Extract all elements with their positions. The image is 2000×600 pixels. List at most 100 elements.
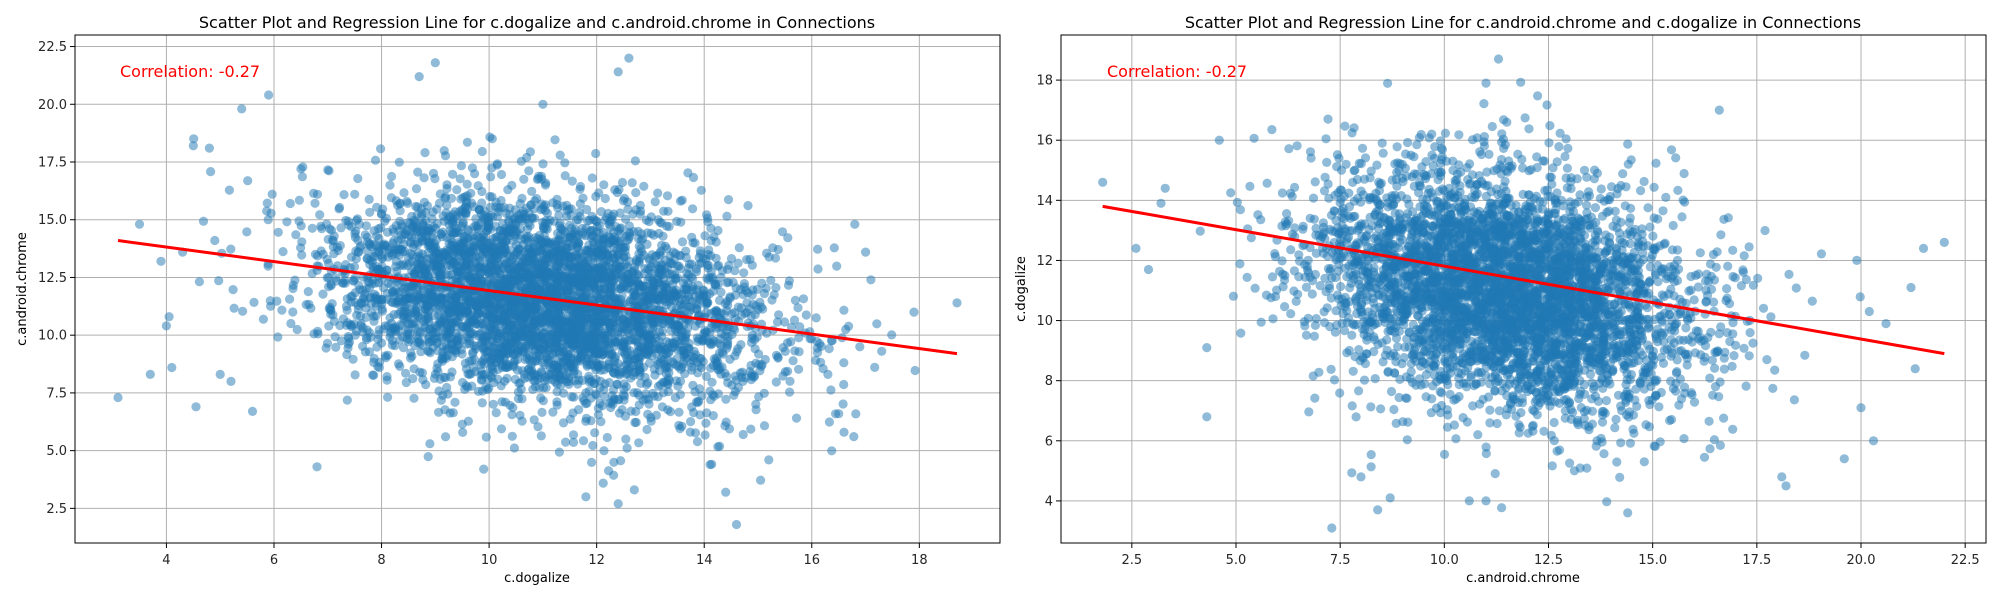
scatter-point xyxy=(264,90,274,100)
scatter-point xyxy=(380,216,390,226)
scatter-point xyxy=(449,227,459,237)
scatter-point xyxy=(480,331,490,341)
scatter-point xyxy=(409,304,419,314)
scatter-point xyxy=(706,363,716,373)
scatter-point xyxy=(294,195,304,205)
scatter-point xyxy=(723,378,733,388)
scatter-point xyxy=(591,191,601,202)
scatter-point xyxy=(454,237,464,247)
scatter-point xyxy=(649,293,659,303)
scatter-point xyxy=(498,226,508,236)
scatter-point xyxy=(473,303,484,313)
scatter-point xyxy=(658,280,669,291)
scatter-point xyxy=(242,227,252,237)
scatter-point xyxy=(496,203,506,213)
scatter-point xyxy=(418,218,428,228)
scatter-point xyxy=(414,336,424,346)
scatter-point xyxy=(413,167,423,177)
scatter-point xyxy=(766,275,776,285)
scatter-point xyxy=(639,181,649,191)
scatter-point xyxy=(273,227,283,237)
scatter-point xyxy=(462,137,472,147)
scatter-point xyxy=(548,407,558,417)
scatter-point xyxy=(747,333,757,343)
scatter-point xyxy=(399,261,409,271)
scatter-point xyxy=(558,418,569,428)
scatter-point xyxy=(601,337,611,347)
scatter-point xyxy=(610,238,620,248)
scatter-point xyxy=(631,367,641,377)
scatter-point xyxy=(448,317,458,327)
scatter-point xyxy=(376,144,386,154)
scatter-point xyxy=(576,316,586,326)
scatter-point xyxy=(527,247,537,257)
scatter-point xyxy=(645,334,655,344)
scatter-point xyxy=(578,256,588,266)
scatter-point xyxy=(490,221,500,231)
scatter-point xyxy=(811,313,821,323)
scatter-point xyxy=(561,314,571,324)
scatter-point xyxy=(423,452,433,462)
scatter-point xyxy=(711,237,721,247)
scatter-point xyxy=(587,457,597,467)
scatter-point xyxy=(414,292,424,302)
scatter-point xyxy=(502,311,512,321)
scatter-point xyxy=(436,395,446,405)
scatter-point xyxy=(134,219,145,229)
scatter-point xyxy=(634,438,644,448)
scatter-point xyxy=(813,244,823,254)
scatter-point xyxy=(350,370,360,380)
scatter-point xyxy=(430,58,440,68)
scatter-point xyxy=(716,341,726,351)
scatter-point xyxy=(592,248,602,258)
scatter-point xyxy=(730,266,740,276)
scatter-point xyxy=(374,224,384,234)
scatter-point xyxy=(226,244,236,254)
scatter-point xyxy=(560,171,570,181)
scatter-point xyxy=(439,146,449,156)
scatter-point xyxy=(229,303,239,313)
scatter-point xyxy=(739,268,749,278)
scatter-point xyxy=(485,132,495,142)
scatter-point xyxy=(514,378,524,389)
scatter-point xyxy=(608,292,619,302)
scatter-point xyxy=(648,258,658,268)
scatter-point xyxy=(1366,450,1376,460)
scatter-point xyxy=(642,350,652,360)
scatter-point xyxy=(723,300,733,310)
scatter-point xyxy=(731,519,742,530)
scatter-point xyxy=(832,261,842,271)
scatter-point xyxy=(824,417,835,427)
scatter-point xyxy=(689,352,699,363)
scatter-point xyxy=(346,252,357,262)
scatter-point xyxy=(481,432,491,442)
scatter-point xyxy=(674,420,684,430)
scatter-point xyxy=(636,312,646,322)
scatter-point xyxy=(247,406,258,416)
scatter-point xyxy=(748,299,758,309)
scatter-point xyxy=(476,319,486,329)
scatter-point xyxy=(317,224,327,234)
scatter-point xyxy=(758,304,768,314)
scatter-point xyxy=(530,345,540,355)
scatter-point xyxy=(681,282,691,292)
scatter-point xyxy=(285,198,295,209)
scatter-point xyxy=(553,236,563,246)
scatter-point xyxy=(568,278,578,288)
scatter-point xyxy=(617,337,627,347)
scatter-point xyxy=(789,315,800,325)
scatter-point xyxy=(349,262,360,272)
scatter-point xyxy=(834,409,844,419)
scatter-point xyxy=(567,392,577,402)
scatter-point xyxy=(315,210,325,220)
scatter-point xyxy=(700,430,710,440)
scatter-point xyxy=(472,277,482,287)
scatter-point xyxy=(297,237,307,247)
scatter-point xyxy=(707,272,718,282)
scatter-point xyxy=(502,302,513,312)
scatter-point xyxy=(519,174,529,184)
scatter-point xyxy=(463,416,473,426)
scatter-point xyxy=(513,214,523,224)
scatter-point xyxy=(669,291,679,301)
scatter-point xyxy=(288,307,298,317)
